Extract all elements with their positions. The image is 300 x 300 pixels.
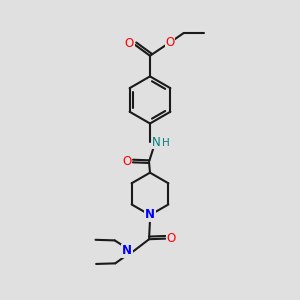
Text: O: O [122,155,132,168]
Text: O: O [125,37,134,50]
Text: H: H [162,138,170,148]
Text: O: O [167,232,176,244]
Text: O: O [165,36,174,49]
Text: N: N [145,208,155,221]
Text: N: N [122,244,132,257]
Text: N: N [152,136,161,149]
